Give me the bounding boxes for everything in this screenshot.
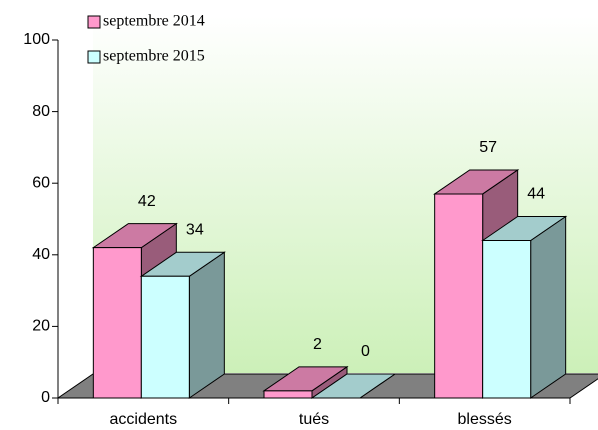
legend-label: septembre 2015 <box>103 48 205 65</box>
y-tick-label: 60 <box>32 174 50 191</box>
y-tick-label: 100 <box>23 31 50 48</box>
x-tick-label: accidents <box>110 411 178 428</box>
bar-front <box>92 247 142 399</box>
y-tick-label: 0 <box>41 389 50 406</box>
bar-side <box>530 215 567 399</box>
y-tick-label: 20 <box>32 318 50 335</box>
legend-swatch <box>87 50 101 64</box>
x-tick-label: tués <box>299 411 329 428</box>
x-tick-label: blessés <box>458 411 512 428</box>
y-tick-label: 40 <box>32 246 50 263</box>
bar <box>481 215 568 399</box>
bar-front <box>482 239 532 399</box>
value-label: 44 <box>527 186 545 203</box>
value-label: 57 <box>479 139 497 156</box>
legend-swatch <box>87 15 101 29</box>
bar-front <box>140 275 190 399</box>
bar <box>139 251 226 399</box>
bar-front <box>263 390 313 399</box>
value-label: 0 <box>361 343 370 360</box>
bar-front <box>434 193 484 399</box>
value-label: 2 <box>313 336 322 353</box>
value-label: 34 <box>186 221 204 238</box>
legend-label: septembre 2014 <box>103 13 205 30</box>
y-tick-label: 80 <box>32 103 50 120</box>
bar <box>310 373 397 399</box>
bar-side <box>188 251 225 399</box>
value-label: 42 <box>138 193 156 210</box>
bar <box>262 365 349 399</box>
